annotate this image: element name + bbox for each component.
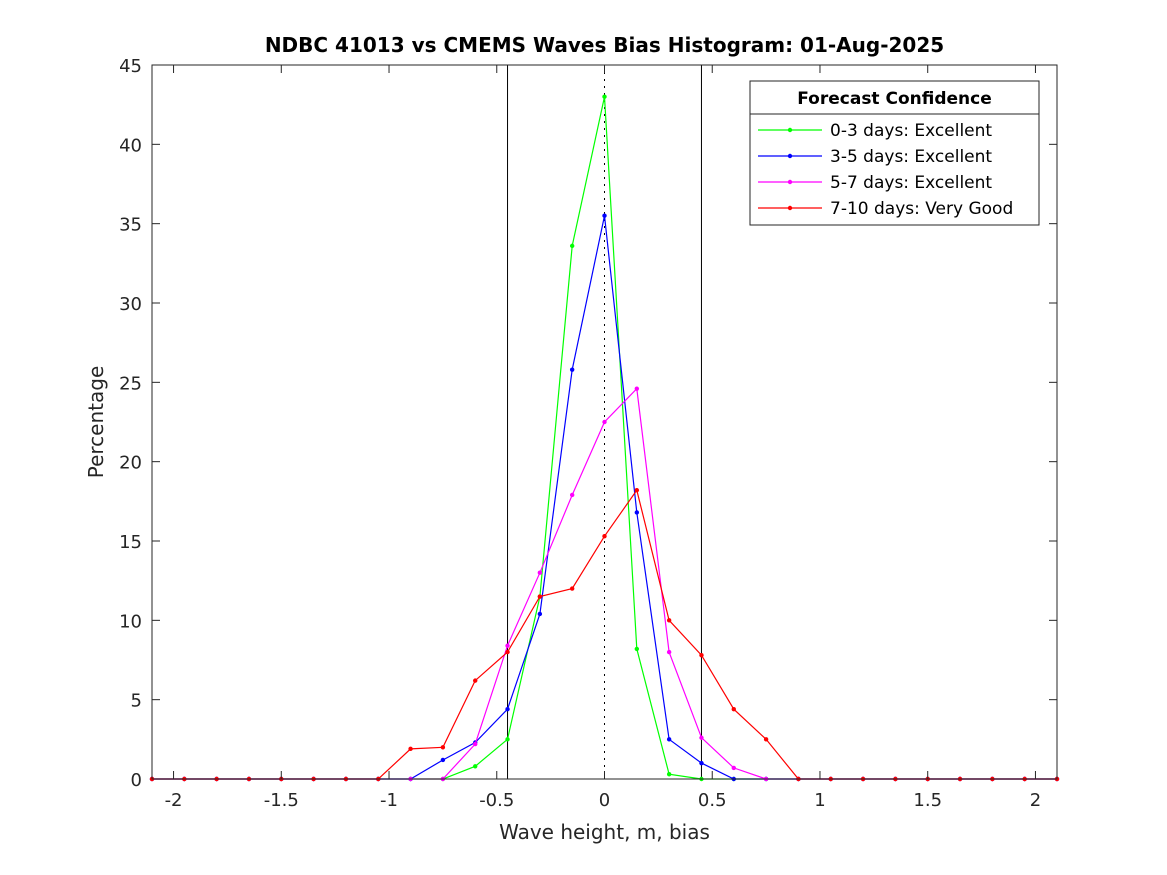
x-tick-label: 1: [814, 790, 825, 811]
data-point: [473, 678, 478, 683]
data-point: [602, 213, 607, 218]
data-point: [537, 611, 543, 617]
data-point: [602, 534, 607, 539]
x-tick-label: -1.5: [264, 790, 299, 811]
data-point: [440, 745, 446, 750]
data-point: [505, 643, 510, 648]
chart-title: NDBC 41013 vs CMEMS Waves Bias Histogram…: [265, 33, 944, 57]
x-tick-label: -0.5: [479, 790, 514, 811]
y-tick-label: 25: [119, 373, 142, 394]
data-point: [602, 419, 607, 425]
legend-label: 5-7 days: Excellent: [830, 173, 992, 193]
data-point: [666, 649, 672, 655]
x-axis: -2 -1.5 -1 -0.5 0 0.5 1 1.5 2: [165, 65, 1041, 811]
legend-marker: [787, 179, 793, 185]
data-point: [731, 706, 736, 712]
y-tick-label: 5: [131, 691, 142, 712]
data-point: [634, 488, 640, 493]
data-point: [634, 646, 640, 652]
data-point: [699, 760, 704, 766]
data-point: [699, 653, 704, 658]
data-point: [731, 765, 736, 771]
y-tick-label: 45: [119, 56, 142, 77]
data-point: [569, 243, 575, 249]
legend-marker: [787, 127, 793, 133]
y-axis: 0 5 10 15 20 25 30 35 40 45: [119, 56, 1057, 791]
y-tick-label: 10: [119, 611, 142, 632]
legend-label: 0-3 days: Excellent: [830, 121, 992, 141]
legend-label: 7-10 days: Very Good: [830, 199, 1013, 219]
data-point: [666, 618, 672, 623]
x-tick-label: 0.5: [698, 790, 727, 811]
data-point: [602, 94, 607, 99]
legend-item: 5-7 days: Excellent: [758, 173, 992, 193]
x-tick-label: -1: [380, 790, 398, 811]
y-axis-label: Percentage: [84, 366, 108, 479]
x-tick-label: 2: [1030, 790, 1041, 811]
data-point: [505, 737, 510, 742]
data-point: [666, 772, 672, 777]
y-tick-label: 0: [131, 770, 142, 791]
legend-items: 0-3 days: Excellent 3-5 days: Excellent 5-…: [758, 121, 1013, 219]
legend-item: 0-3 days: Excellent: [758, 121, 992, 141]
data-point: [408, 746, 413, 752]
x-tick-label: 0: [599, 790, 610, 811]
y-tick-label: 35: [119, 215, 142, 236]
data-point: [505, 649, 510, 655]
data-point: [634, 510, 640, 515]
y-tick-label: 40: [119, 135, 142, 156]
legend-item: 7-10 days: Very Good: [758, 199, 1013, 219]
data-point: [537, 594, 543, 599]
x-axis-label: Wave height, m, bias: [499, 820, 710, 844]
data-point: [537, 570, 543, 575]
legend: Forecast Confidence 0-3 days: Excellent 3…: [749, 80, 1040, 226]
x-tick-label: -2: [165, 790, 183, 811]
data-point: [473, 764, 478, 769]
legend-title: Forecast Confidence: [797, 89, 992, 109]
x-tick-label: 1.5: [913, 790, 942, 811]
data-point: [569, 367, 575, 372]
data-point: [569, 492, 575, 498]
y-tick-label: 30: [119, 294, 142, 315]
data-point: [473, 741, 478, 747]
legend-marker: [787, 205, 793, 211]
y-tick-label: 15: [119, 532, 142, 553]
legend-label: 3-5 days: Excellent: [830, 147, 992, 167]
data-point: [699, 735, 704, 740]
data-point: [569, 586, 575, 591]
legend-item: 3-5 days: Excellent: [758, 147, 992, 167]
data-point: [763, 737, 769, 742]
legend-marker: [787, 153, 793, 159]
data-point: [505, 706, 510, 712]
legend-box: [749, 80, 1040, 226]
y-tick-label: 20: [119, 453, 142, 474]
data-point: [440, 757, 446, 763]
data-point: [666, 737, 672, 742]
data-point: [634, 386, 640, 391]
